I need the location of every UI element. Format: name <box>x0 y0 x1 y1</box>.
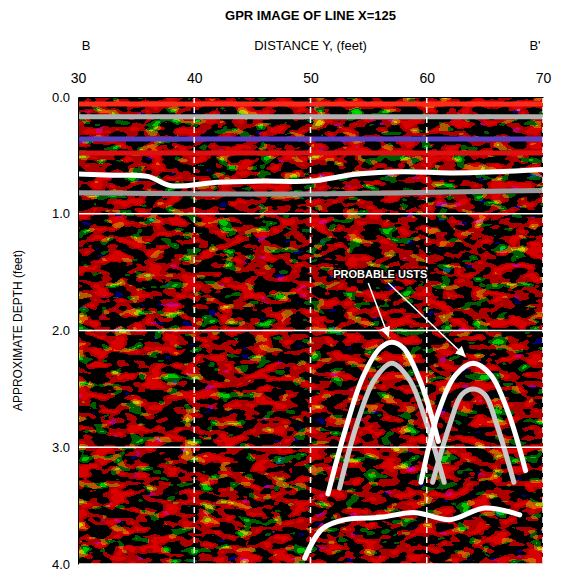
tick-label: 3.0 <box>52 440 70 455</box>
tick: 50 <box>303 70 319 97</box>
tick: 1.0 <box>52 206 78 221</box>
reflector <box>421 363 526 482</box>
tick-label: 0.0 <box>52 90 70 105</box>
reflector <box>340 363 445 488</box>
grid-line <box>78 97 543 98</box>
tick-label: 70 <box>536 70 552 86</box>
tick: 70 <box>536 70 552 97</box>
tick-label: 60 <box>419 70 435 86</box>
title: GPR IMAGE OF LINE X=125 <box>225 8 396 23</box>
reflector <box>305 508 520 558</box>
reflector <box>433 389 514 482</box>
plot-area <box>78 97 543 564</box>
tick: 4.0 <box>52 557 78 572</box>
annotation: PROBABLE USTS <box>333 268 465 356</box>
grid-line <box>78 330 543 332</box>
y-axis-title: APPROXIMATE DEPTH (feet) <box>11 250 25 411</box>
tick-label: 50 <box>303 70 319 86</box>
plot-background <box>78 97 543 564</box>
annotation-text: PROBABLE USTS <box>333 268 427 280</box>
annotation-arrow <box>388 283 465 356</box>
radar-texture <box>78 97 543 564</box>
chart: 30 40 50 60 70 0.0 1.0 2.0 3.0 4.0 GPR IMAGE OF LI… <box>0 0 575 580</box>
tick: 40 <box>187 70 203 97</box>
x-axis-title: DISTANCE Y, (feet) <box>254 38 367 53</box>
y-axis: 0.0 1.0 2.0 3.0 4.0 <box>52 90 79 572</box>
grid-line <box>78 97 79 564</box>
axis-line <box>78 98 79 565</box>
tick-label: 30 <box>71 70 87 86</box>
grid-line <box>78 563 543 564</box>
tick: 3.0 <box>52 440 78 455</box>
tick-label: 1.0 <box>52 206 70 221</box>
tick: 30 <box>71 70 87 97</box>
tick: 60 <box>419 70 435 97</box>
grid-line <box>78 213 543 215</box>
x-axis: 30 40 50 60 70 <box>71 70 552 98</box>
grid <box>78 97 543 564</box>
tick: 2.0 <box>52 323 78 338</box>
annotation-arrow <box>368 283 388 336</box>
axis-line <box>79 97 544 98</box>
grid-line <box>78 447 543 449</box>
tick: 0.0 <box>52 90 78 105</box>
tick-label: 4.0 <box>52 557 70 572</box>
tick-label: 40 <box>187 70 203 86</box>
section-start-label: B <box>82 38 91 53</box>
section-end-label: B' <box>529 38 540 53</box>
tick-label: 2.0 <box>52 323 70 338</box>
